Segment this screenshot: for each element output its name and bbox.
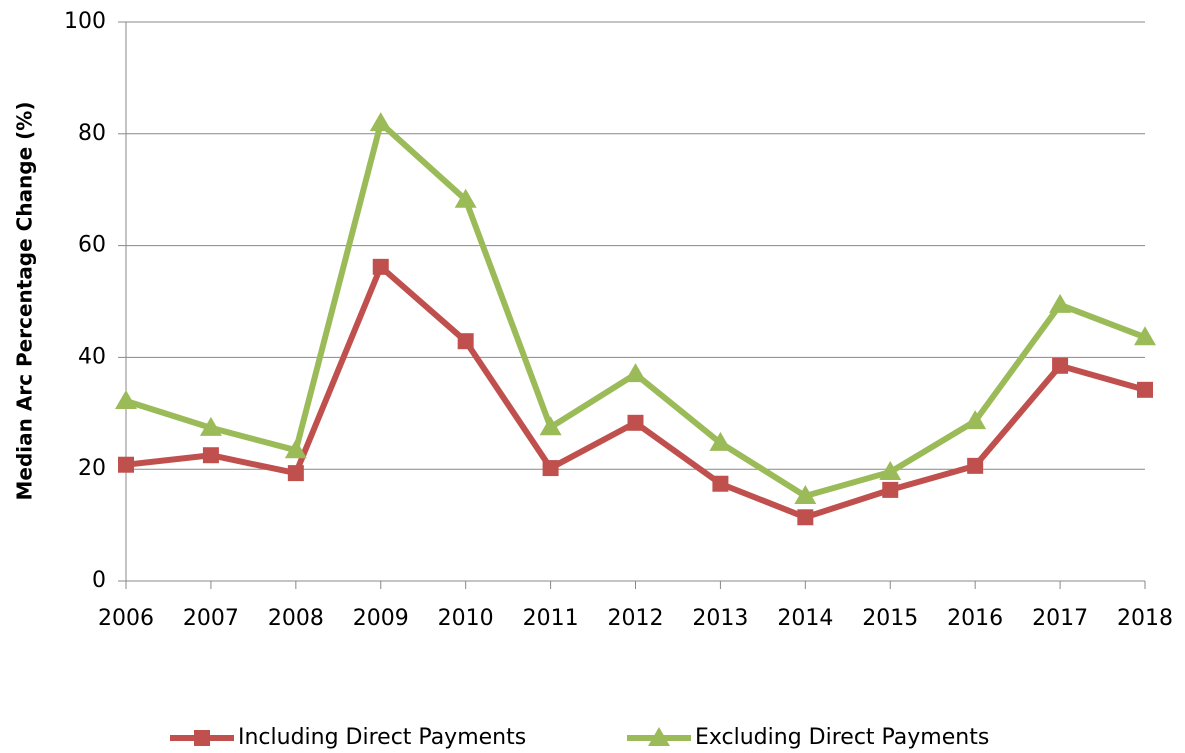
x-tick-label: 2016 (947, 606, 1003, 631)
x-tick-label: 2017 (1032, 606, 1088, 631)
point (1052, 357, 1069, 374)
point (1137, 381, 1153, 398)
x-tick-label: 2008 (268, 606, 324, 631)
point (967, 457, 984, 474)
y-tick-label: 60 (78, 233, 106, 258)
x-tick-label: 2015 (862, 606, 918, 631)
point (709, 431, 732, 451)
x-tick-label: 2006 (98, 606, 154, 631)
point (1134, 326, 1156, 346)
y-axis-label: Median Arc Percentage Change (%) (13, 102, 37, 501)
point (624, 363, 647, 383)
x-tick-label: 2007 (183, 606, 239, 631)
y-tick-label: 20 (78, 456, 106, 481)
point (454, 188, 477, 208)
legend-marker (648, 727, 670, 746)
point (539, 416, 562, 436)
x-tick-label: 2011 (523, 606, 579, 631)
x-tick-label: 2014 (777, 606, 833, 631)
point (879, 460, 902, 480)
point (118, 456, 134, 473)
legend-marker (194, 730, 210, 746)
point (964, 410, 987, 430)
point (369, 112, 392, 132)
point (797, 509, 814, 526)
y-tick-label: 100 (64, 9, 106, 34)
x-tick-label: 2013 (692, 606, 748, 631)
y-tick-label: 40 (78, 344, 106, 369)
point (542, 460, 559, 477)
point (794, 485, 817, 505)
series-line (125, 263, 1146, 521)
x-tick-label: 2009 (353, 606, 409, 631)
y-tick-label: 0 (92, 568, 106, 593)
point (284, 439, 307, 459)
point (115, 390, 137, 410)
point (372, 258, 389, 275)
point (202, 447, 219, 464)
legend-label: Including Direct Payments (238, 725, 526, 750)
point (287, 465, 304, 482)
point (457, 333, 474, 350)
point (882, 481, 899, 498)
x-tick-label: 2018 (1117, 606, 1173, 631)
legend-label: Excluding Direct Payments (695, 725, 989, 750)
series-line (125, 120, 1147, 500)
x-tick-label: 2010 (438, 606, 494, 631)
point (199, 416, 222, 436)
x-tick-label: 2012 (608, 606, 664, 631)
y-tick-label: 80 (78, 121, 106, 146)
point (1049, 293, 1072, 313)
point (712, 475, 729, 492)
point (627, 414, 644, 431)
